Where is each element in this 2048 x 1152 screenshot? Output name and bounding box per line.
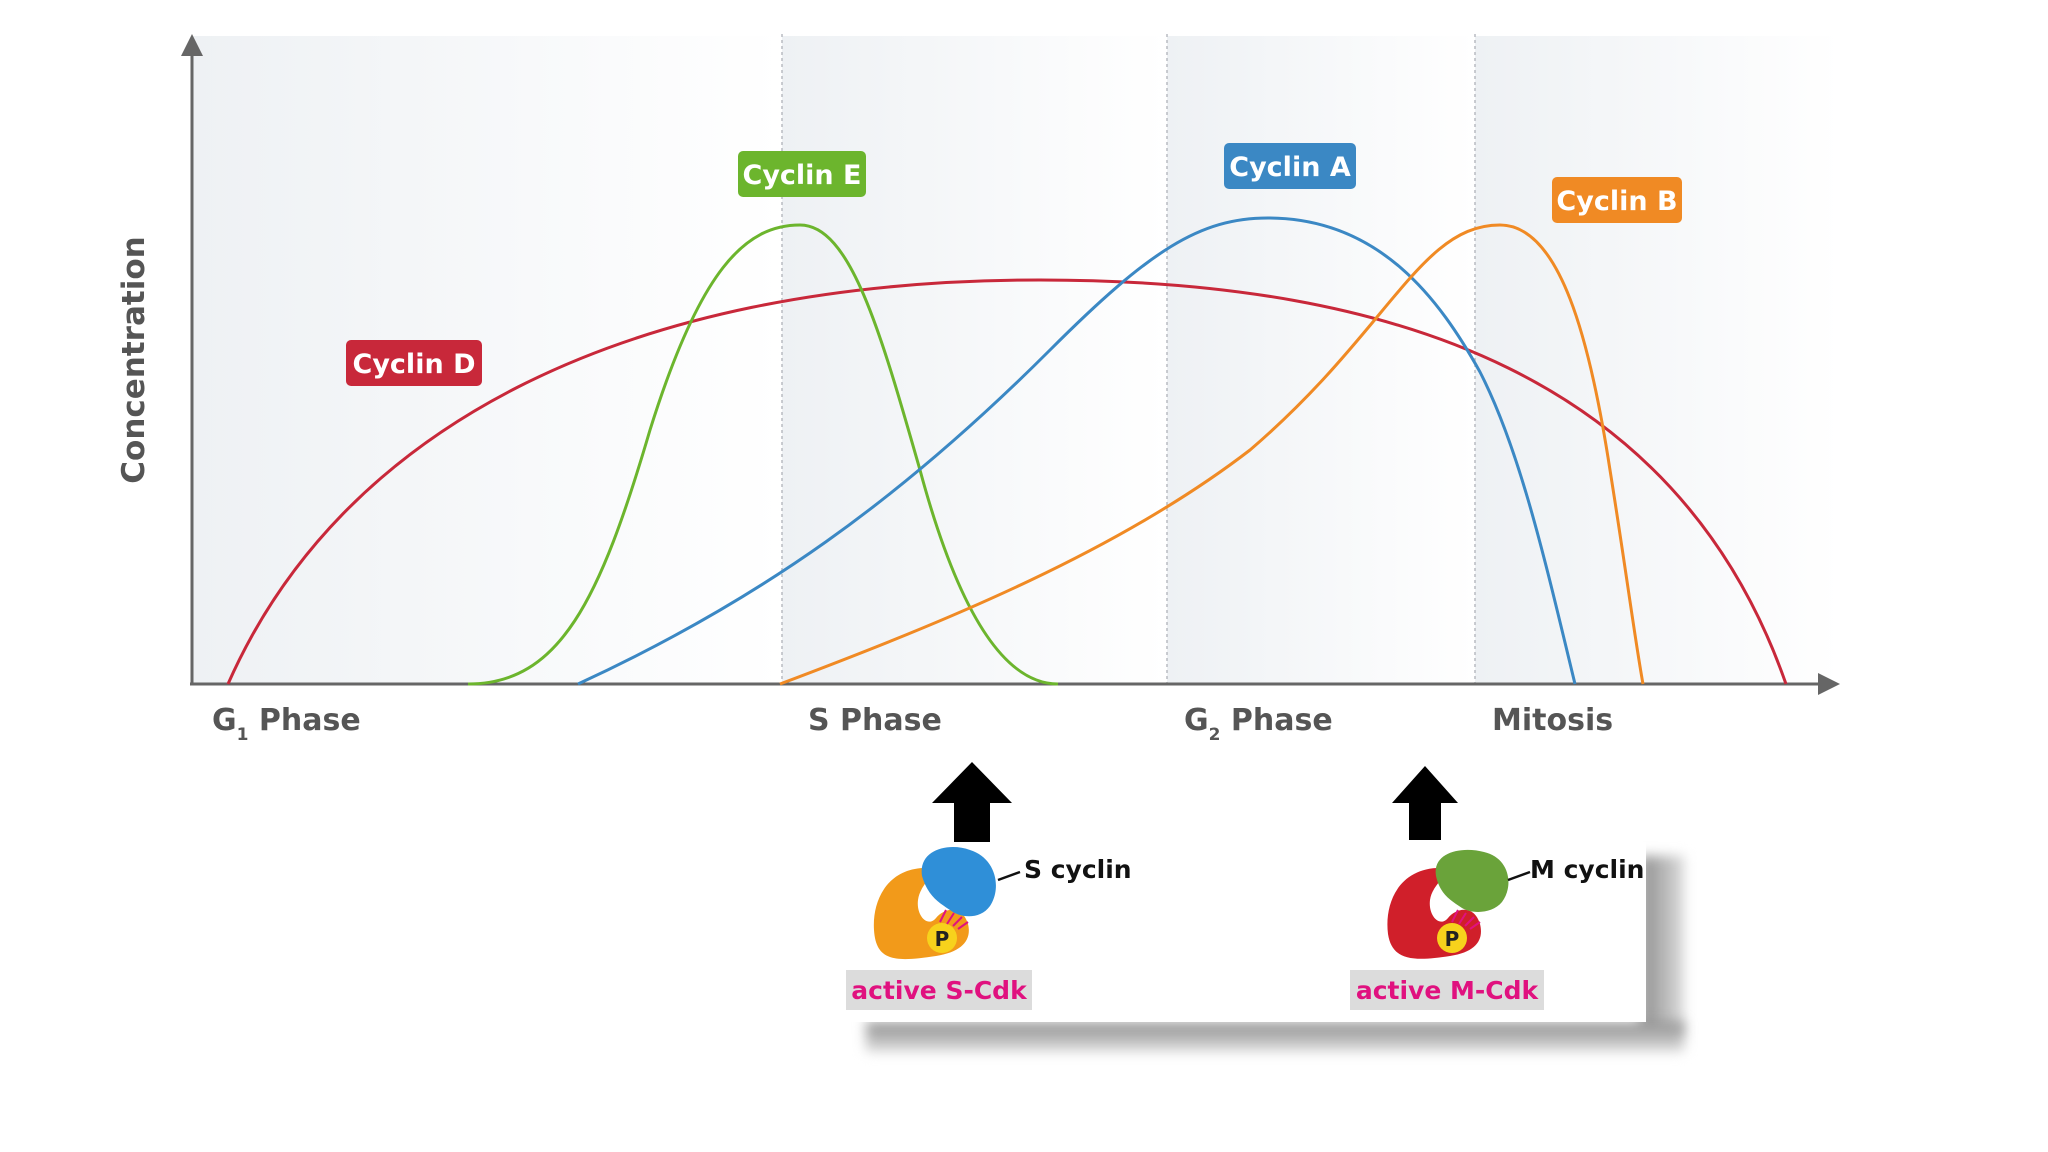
cyclin-a-curve [577,216,1577,686]
panel-shadow-bottom [866,1022,1684,1052]
phase-label-s: S Phase [808,703,942,738]
s-cdk-complex: P S cyclin active S-Cdk [846,847,1132,1010]
phase-bands [192,36,1840,684]
cyclin-b-label: Cyclin B [1552,177,1682,223]
svg-text:Cyclin D: Cyclin D [353,349,476,380]
cyclin-b-curve [779,223,1645,686]
m-cyclin-label: M cyclin [1530,855,1644,884]
svg-text:Cyclin B: Cyclin B [1556,186,1677,217]
cyclin-labels: Cyclin D Cyclin E Cyclin A Cyclin B [346,143,1682,386]
s-cyclin-label: S cyclin [1024,855,1132,884]
cyclin-d-label: Cyclin D [346,340,482,386]
phase-dividers [781,34,1476,684]
s-phospho-label: P [935,927,950,951]
m-activation-ticks [1451,909,1481,930]
m-cdk-complex: P M cyclin active M-Cdk [1350,849,1644,1010]
svg-text:Cyclin E: Cyclin E [743,160,862,191]
m-phospho-badge [1437,923,1467,953]
m-cdk-label-bg [1350,970,1544,1010]
s-cdk-label-bg [846,970,1032,1010]
s-activation-ticks [939,909,969,930]
arrows [932,762,1458,842]
x-axis-arrowhead [1818,673,1840,695]
y-axis-arrowhead [181,34,203,56]
axes [181,34,1840,695]
m-cdk-label: active M-Cdk [1356,976,1540,1005]
svg-text:Cyclin A: Cyclin A [1229,152,1351,183]
cyclin-e-curve [467,223,1059,686]
cdk-inset-panel: P S cyclin active S-Cdk P M cyclin activ… [846,842,1684,1052]
s-cyclin-leader-line [997,870,1021,882]
s-cdk-label: active S-Cdk [851,976,1028,1005]
phase-label-g2: G2 Phase [1184,703,1333,745]
m-cdk-up-arrow [1392,766,1458,840]
band-s [782,36,1167,684]
m-phospho-label: P [1445,927,1460,951]
s-cyclin-shape [921,847,996,917]
phase-label-g1: G1 Phase [212,703,361,745]
cyclin-e-label: Cyclin E [738,151,866,197]
m-cyclin-shape [1435,849,1509,912]
phase-label-m: Mitosis [1492,703,1613,738]
band-g1 [192,36,782,684]
m-cyclin-leader-line [1507,870,1531,882]
panel-shadow-right [1640,856,1684,1034]
phase-labels: G1 Phase S Phase G2 Phase Mitosis [212,703,1613,745]
cyclin-a-label: Cyclin A [1224,143,1356,189]
y-axis-label: Concentration [116,236,152,483]
s-phospho-badge [927,923,957,953]
band-m [1475,36,1840,684]
band-g2 [1167,36,1475,684]
cyclin-d-curve [226,278,1788,685]
cyclin-curves [226,216,1788,686]
s-cdk-up-arrow [932,762,1012,842]
